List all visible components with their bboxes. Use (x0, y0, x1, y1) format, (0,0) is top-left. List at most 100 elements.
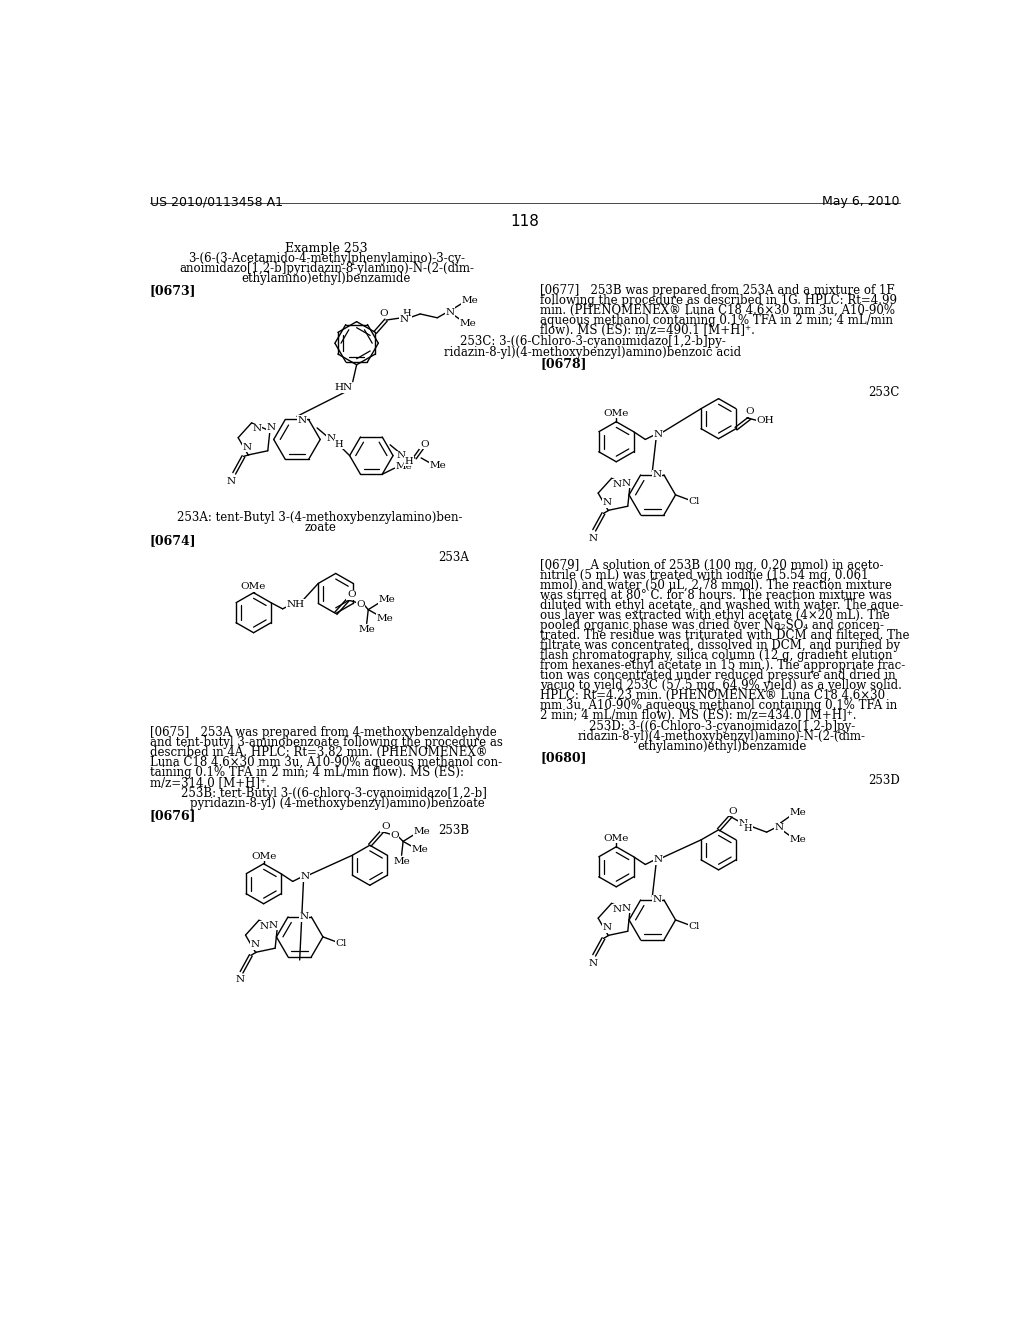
Text: N: N (603, 923, 612, 932)
Text: N: N (612, 479, 622, 488)
Text: Cl: Cl (688, 921, 699, 931)
Text: Me: Me (393, 857, 410, 866)
Text: flow). MS (ES): m/z=490.1 [M+H]⁺.: flow). MS (ES): m/z=490.1 [M+H]⁺. (541, 323, 755, 337)
Text: m/z=314.0 [M+H]⁺.: m/z=314.0 [M+H]⁺. (150, 776, 269, 789)
Text: N: N (603, 498, 612, 507)
Text: Example 253: Example 253 (285, 242, 368, 255)
Text: 253B: tert-Butyl 3-((6-chloro-3-cyanoimidazo[1,2-b]: 253B: tert-Butyl 3-((6-chloro-3-cyanoimi… (180, 788, 486, 800)
Text: N: N (653, 855, 663, 865)
Text: NH: NH (287, 599, 305, 609)
Text: 253A: 253A (438, 552, 469, 564)
Text: 253B: 253B (438, 824, 469, 837)
Text: N: N (226, 477, 236, 486)
Text: Me: Me (358, 626, 375, 634)
Text: 253D: 253D (868, 775, 900, 788)
Text: pyridazin-8-yl) (4-methoxybenzyl)amino)benzoate: pyridazin-8-yl) (4-methoxybenzyl)amino)b… (190, 797, 484, 810)
Text: Me: Me (430, 461, 446, 470)
Text: N: N (774, 824, 783, 832)
Text: Luna C18 4.6×30 mm 3u, A10-90% aqueous methanol con-: Luna C18 4.6×30 mm 3u, A10-90% aqueous m… (150, 756, 502, 770)
Text: and tent-butyl 3-aminobenzoate following the procedure as: and tent-butyl 3-aminobenzoate following… (150, 737, 503, 748)
Text: H: H (404, 457, 413, 466)
Text: N: N (396, 451, 406, 461)
Text: N: N (622, 904, 631, 913)
Text: trated. The residue was triturated with DCM and filtered. The: trated. The residue was triturated with … (541, 628, 909, 642)
Text: pooled organic phase was dried over Na₂SO₄ and concen-: pooled organic phase was dried over Na₂S… (541, 619, 885, 632)
Text: Me: Me (412, 845, 429, 854)
Text: mmol) and water (50 μL, 2.78 mmol). The reaction mixture: mmol) and water (50 μL, 2.78 mmol). The … (541, 579, 892, 591)
Text: O: O (347, 590, 355, 599)
Text: O: O (745, 408, 755, 416)
Text: mm 3u, A10-90% aqueous methanol containing 0.1% TFA in: mm 3u, A10-90% aqueous methanol containi… (541, 700, 898, 711)
Text: OMe: OMe (251, 851, 276, 861)
Text: N: N (445, 308, 455, 317)
Text: Cl: Cl (336, 939, 347, 948)
Text: [0678]: [0678] (541, 358, 587, 370)
Text: N: N (300, 912, 309, 921)
Text: O: O (420, 440, 428, 449)
Text: N: N (236, 975, 245, 985)
Text: OMe: OMe (603, 834, 629, 842)
Text: vacuo to yield 253C (57.5 mg, 64.9% yield) as a yellow solid.: vacuo to yield 253C (57.5 mg, 64.9% yiel… (541, 678, 902, 692)
Text: HPLC: Rt=4.23 min. (PHENOMENEX® Luna C18 4.6×30: HPLC: Rt=4.23 min. (PHENOMENEX® Luna C18… (541, 689, 886, 702)
Text: O: O (356, 599, 365, 609)
Text: [0675]   253A was prepared from 4-methoxybenzaldehyde: [0675] 253A was prepared from 4-methoxyb… (150, 726, 497, 739)
Text: from hexanes-ethyl acetate in 15 min.). The appropriate frac-: from hexanes-ethyl acetate in 15 min.). … (541, 659, 905, 672)
Text: ethylamino)ethyl)benzamide: ethylamino)ethyl)benzamide (242, 272, 411, 285)
Text: HN: HN (335, 383, 352, 392)
Text: [0673]: [0673] (150, 284, 197, 297)
Text: H: H (743, 824, 753, 833)
Text: [0677]   253B was prepared from 253A and a mixture of 1F: [0677] 253B was prepared from 253A and a… (541, 284, 895, 297)
Text: Me: Me (377, 614, 393, 623)
Text: N: N (399, 315, 409, 323)
Text: N: N (652, 895, 662, 904)
Text: 253D: 3-((6-Chloro-3-cyanoimidazo[1,2-b]py-: 253D: 3-((6-Chloro-3-cyanoimidazo[1,2-b]… (589, 719, 855, 733)
Text: 118: 118 (510, 214, 540, 228)
Text: US 2010/0113458 A1: US 2010/0113458 A1 (150, 195, 283, 209)
Text: N: N (297, 416, 306, 425)
Text: N: N (250, 940, 259, 949)
Text: was stirred at 80° C. for 8 hours. The reaction mixture was: was stirred at 80° C. for 8 hours. The r… (541, 589, 892, 602)
Text: N: N (588, 958, 597, 968)
Text: nitrile (5 mL) was treated with iodine (15.54 mg, 0.061: nitrile (5 mL) was treated with iodine (… (541, 569, 868, 582)
Text: OH: OH (757, 417, 774, 425)
Text: N: N (652, 470, 662, 479)
Text: diluted with ethyl acetate, and washed with water. The aque-: diluted with ethyl acetate, and washed w… (541, 599, 903, 612)
Text: N: N (266, 424, 275, 433)
Text: filtrate was concentrated, dissolved in DCM, and purified by: filtrate was concentrated, dissolved in … (541, 639, 900, 652)
Text: aqueous methanol containing 0.1% TFA in 2 min; 4 mL/min: aqueous methanol containing 0.1% TFA in … (541, 314, 893, 327)
Text: Me: Me (790, 834, 806, 843)
Text: N: N (738, 820, 748, 828)
Text: N: N (259, 921, 268, 931)
Text: ous layer was extracted with ethyl acetate (4×20 mL). The: ous layer was extracted with ethyl aceta… (541, 609, 890, 622)
Text: N: N (653, 430, 663, 440)
Text: O: O (390, 832, 399, 841)
Text: ridazin-8-yl)(4-methoxybenzyl)amino)benzoic acid: ridazin-8-yl)(4-methoxybenzyl)amino)benz… (444, 346, 741, 359)
Text: N: N (243, 442, 252, 451)
Text: Me: Me (462, 296, 478, 305)
Text: N: N (622, 479, 631, 488)
Text: following the procedure as described in 1G. HPLC: Rt=4.99: following the procedure as described in … (541, 294, 897, 308)
Text: 253A: tent-Butyl 3-(4-methoxybenzylamino)ben-: 253A: tent-Butyl 3-(4-methoxybenzylamino… (177, 511, 463, 524)
Text: Me: Me (790, 808, 806, 817)
Text: Me: Me (395, 462, 413, 471)
Text: Me: Me (414, 826, 430, 836)
Text: 253C: 3-((6-Chloro-3-cyanoimidazo[1,2-b]py-: 253C: 3-((6-Chloro-3-cyanoimidazo[1,2-b]… (460, 335, 726, 348)
Text: N: N (268, 921, 278, 929)
Text: tion was concentrated under reduced pressure and dried in: tion was concentrated under reduced pres… (541, 669, 896, 682)
Text: 2 min; 4 mL/min flow). MS (ES): m/z=434.0 [M+H]⁺.: 2 min; 4 mL/min flow). MS (ES): m/z=434.… (541, 709, 857, 722)
Text: N: N (300, 873, 309, 882)
Text: min. (PHENOMENEX® Luna C18 4.6×30 mm 3u, A10-90%: min. (PHENOMENEX® Luna C18 4.6×30 mm 3u,… (541, 304, 895, 317)
Text: zoate: zoate (304, 521, 336, 535)
Text: H: H (335, 440, 343, 449)
Text: 3-(6-(3-Acetamido-4-methylphenylamino)-3-cy-: 3-(6-(3-Acetamido-4-methylphenylamino)-3… (187, 252, 465, 264)
Text: [0674]: [0674] (150, 535, 197, 548)
Text: [0676]: [0676] (150, 809, 197, 822)
Text: N: N (327, 434, 336, 444)
Text: taining 0.1% TFA in 2 min; 4 mL/min flow). MS (ES):: taining 0.1% TFA in 2 min; 4 mL/min flow… (150, 766, 464, 779)
Text: [0679]   A solution of 253B (100 mg, 0.20 mmol) in aceto-: [0679] A solution of 253B (100 mg, 0.20 … (541, 558, 884, 572)
Text: N: N (612, 904, 622, 913)
Text: Cl: Cl (688, 496, 699, 506)
Text: N: N (252, 424, 261, 433)
Text: Me: Me (379, 595, 395, 605)
Text: flash chromatography, silica column (12 g, gradient elution: flash chromatography, silica column (12 … (541, 649, 893, 661)
